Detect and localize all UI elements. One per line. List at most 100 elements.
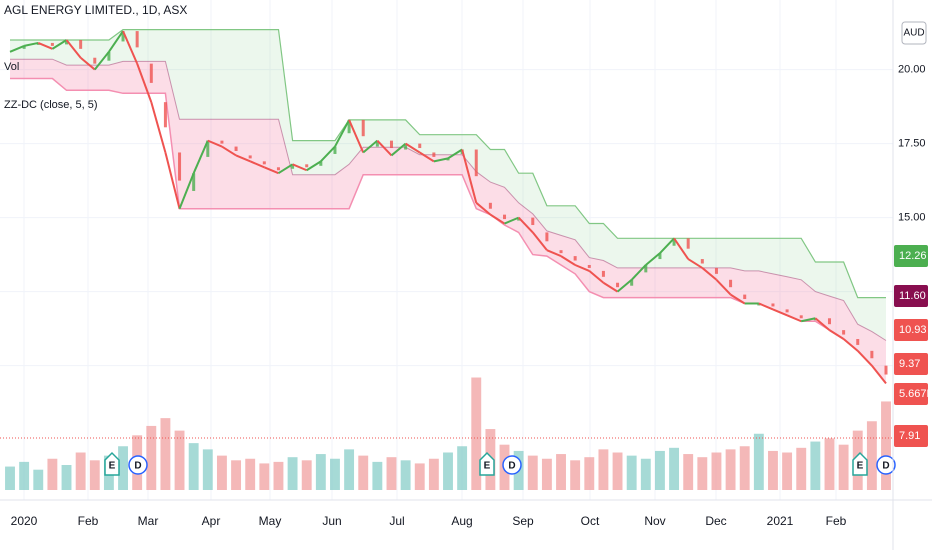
candle — [389, 140, 393, 149]
zigzag-segment — [320, 145, 336, 163]
x-tick-label: Mar — [138, 514, 159, 528]
channel-upper-fill — [10, 29, 886, 341]
zigzag-segment — [715, 279, 732, 296]
dividend-marker[interactable] — [876, 455, 896, 475]
zigzag-segment — [574, 264, 590, 272]
volume-bar — [556, 454, 566, 490]
volume-bar — [5, 466, 15, 490]
x-tick-label: Nov — [644, 514, 665, 528]
price-label-box — [894, 245, 928, 267]
volume-bar — [527, 455, 538, 490]
zigzag-segment — [164, 152, 181, 209]
earnings-marker[interactable] — [104, 451, 120, 476]
candle — [333, 146, 337, 154]
candle — [870, 350, 874, 359]
volume-bar — [273, 461, 284, 490]
earnings-marker[interactable] — [852, 451, 868, 476]
candle — [714, 267, 718, 274]
zigzag-segment — [390, 142, 407, 157]
channel-lower-fill — [10, 59, 886, 384]
candle — [149, 63, 153, 83]
volume-bar — [753, 433, 764, 490]
event-label: E — [109, 461, 116, 472]
candle — [672, 238, 676, 246]
candle — [700, 259, 704, 264]
event-label: D — [882, 461, 889, 472]
indicator-label[interactable]: Vol — [4, 61, 19, 73]
candle — [192, 173, 196, 191]
volume-bar — [541, 458, 552, 490]
volume-bar — [881, 401, 891, 490]
price-label: 10.93 — [899, 324, 927, 336]
event-label: D — [508, 461, 515, 472]
zigzag-segment — [616, 279, 633, 293]
zigzag-segment — [93, 51, 110, 71]
zigzag-segment — [51, 39, 68, 50]
x-tick-label: Dec — [705, 514, 726, 528]
zigzag-segment — [122, 30, 139, 65]
earnings-marker[interactable] — [479, 451, 495, 476]
zigzag-segment — [221, 145, 237, 157]
price-label-box — [894, 285, 928, 307]
candle — [644, 264, 648, 273]
candle — [856, 339, 860, 345]
zigzag-segment — [546, 249, 562, 258]
price-label: 7.91 — [899, 430, 920, 442]
x-tick-label: 2021 — [767, 514, 794, 528]
candle — [107, 51, 111, 61]
zigzag-segment — [362, 139, 378, 154]
volume-bar — [146, 425, 157, 490]
volume-bar — [89, 460, 100, 490]
y-tick-label: 17.50 — [898, 138, 926, 150]
dividend-marker[interactable] — [502, 455, 522, 475]
price-label-box — [894, 319, 928, 341]
event-label: E — [857, 461, 864, 472]
zigzag-segment — [588, 270, 605, 284]
volume-bar — [75, 452, 86, 490]
zigzag-segment — [292, 163, 308, 172]
grid — [0, 0, 893, 500]
candle — [65, 39, 69, 45]
candle — [121, 31, 125, 42]
channel-midline — [10, 58, 887, 341]
zigzag-segment — [645, 252, 661, 266]
dividend-marker[interactable] — [128, 455, 148, 475]
zigzag-segment — [772, 308, 788, 317]
zigzag-segment — [602, 281, 619, 293]
zigzag-segment — [433, 157, 449, 163]
candle — [163, 102, 167, 128]
currency-box[interactable] — [901, 21, 927, 45]
candle — [799, 315, 803, 319]
candle — [79, 39, 83, 49]
y-tick-label: 20.00 — [898, 63, 926, 75]
zigzag-segment — [136, 63, 153, 103]
zigzag-segment — [630, 264, 647, 281]
volume-bar — [344, 449, 355, 490]
candle — [601, 270, 605, 277]
zigzag-segment — [504, 216, 520, 225]
volume-bar — [259, 463, 270, 490]
zigzag-segment — [419, 151, 435, 163]
price-label: 5.667M — [899, 388, 932, 400]
zigzag-segment — [192, 140, 209, 174]
candle — [22, 45, 26, 49]
candle — [276, 167, 280, 171]
volume-bar — [315, 454, 326, 490]
candle — [531, 217, 535, 226]
volume-bar — [400, 460, 411, 490]
indicator-label[interactable]: ZZ-DC (close, 5, 5) — [4, 99, 98, 111]
volume-bar — [202, 449, 213, 490]
candle — [375, 140, 379, 147]
x-tick-label: Jul — [389, 514, 404, 528]
volume-bar — [782, 452, 793, 490]
zigzag-segment — [659, 237, 675, 254]
candle — [178, 152, 182, 181]
volume-bar — [231, 460, 242, 490]
candle — [234, 146, 238, 151]
candle — [291, 164, 295, 169]
candle — [93, 57, 97, 64]
volume-bar — [457, 446, 468, 490]
candle — [50, 42, 54, 46]
volume-bar — [739, 446, 750, 490]
